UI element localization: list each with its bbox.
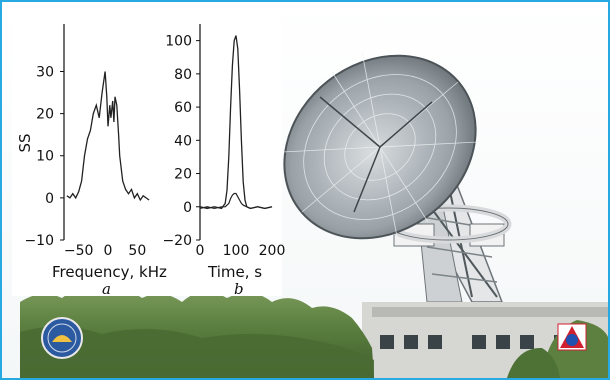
x-tick-label: 100 bbox=[223, 243, 250, 259]
x-tick-label: 50 bbox=[128, 243, 146, 259]
x-tick-label: 200 bbox=[259, 243, 286, 259]
institute-logo-icon bbox=[557, 323, 587, 351]
chart-a-backdrop bbox=[12, 20, 180, 296]
y-tick-label: 0 bbox=[45, 191, 54, 207]
x-tick-label: −50 bbox=[64, 243, 94, 259]
y-tick-label: 60 bbox=[174, 100, 192, 116]
chart-a-y-label: SS bbox=[16, 133, 34, 153]
y-tick-label: −20 bbox=[162, 233, 192, 249]
chart-a-x-label: Frequency, kHz bbox=[52, 263, 167, 281]
radio-telescope bbox=[281, 51, 512, 303]
x-tick-label: 0 bbox=[196, 243, 205, 259]
y-tick-label: 30 bbox=[36, 64, 54, 80]
y-tick-label: 40 bbox=[174, 133, 192, 149]
y-tick-label: 20 bbox=[36, 107, 54, 123]
x-tick-label: 0 bbox=[104, 243, 113, 259]
y-tick-label: 20 bbox=[174, 167, 192, 183]
chart-a-panel-label: a bbox=[102, 280, 111, 298]
y-tick-label: 10 bbox=[36, 149, 54, 165]
observatory-emblem-icon bbox=[41, 317, 83, 359]
y-tick-label: −10 bbox=[24, 233, 54, 249]
y-tick-label: 80 bbox=[174, 67, 192, 83]
trees-strip bbox=[20, 289, 608, 378]
chart-b-series-line-low bbox=[199, 192, 273, 210]
chart-b-x-label: Time, s bbox=[208, 263, 263, 281]
y-tick-label: 0 bbox=[183, 200, 192, 216]
chart-a: −10 0 10 20 30 −50 0 50 bbox=[24, 24, 150, 259]
chart-b-backdrop bbox=[174, 20, 282, 296]
chart-b-y-ticks: −20 0 20 40 60 80 100 bbox=[162, 34, 200, 249]
chart-b-panel-label: b bbox=[234, 280, 244, 298]
chart-a-x-ticks: −50 0 50 bbox=[64, 243, 146, 259]
chart-a-series-line bbox=[66, 71, 150, 202]
y-tick-label: 100 bbox=[165, 34, 192, 50]
chart-a-y-ticks: −10 0 10 20 30 bbox=[24, 64, 64, 249]
chart-b-x-ticks: 0 100 200 bbox=[196, 243, 286, 259]
